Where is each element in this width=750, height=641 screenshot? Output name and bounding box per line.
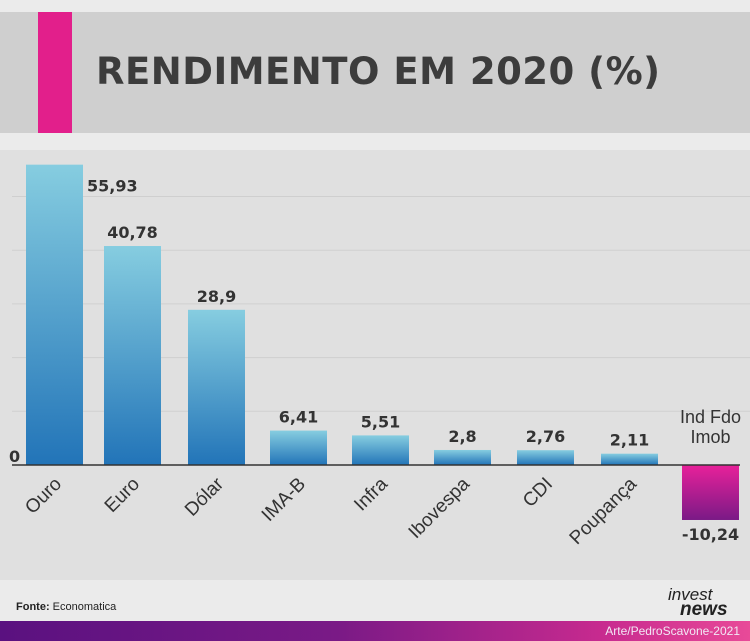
bar-dólar	[188, 309, 245, 465]
value-label: 40,78	[107, 223, 158, 242]
bar-chart: 55,93 40,78 28,9 6,41 5,51 2,8 2,76 2,11 -10,24 0…	[9, 164, 750, 549]
value-label: 6,41	[279, 408, 318, 427]
category-label: Ind Fdo Imob	[680, 407, 741, 447]
category-label: Ibovespa	[405, 473, 475, 543]
value-label: 55,93	[87, 177, 138, 196]
accent-stripe	[38, 12, 72, 133]
credit-bar: Arte/PedroScavone-2021	[0, 621, 750, 641]
logo-text-bottom: news	[680, 599, 728, 620]
source-label: Fonte:	[16, 601, 50, 613]
category-label: IMA-B	[258, 474, 310, 526]
category-label: Euro	[101, 474, 144, 517]
footer: Fonte: Economatica invest news	[0, 580, 750, 621]
category-label: Ouro	[21, 474, 66, 519]
zero-tick-label: 0	[9, 447, 20, 466]
value-label: 2,11	[610, 431, 649, 450]
bar-euro	[104, 246, 161, 465]
category-label: Poupança	[566, 473, 642, 549]
category-label: Infra	[350, 473, 392, 515]
source-note: Fonte: Economatica	[16, 601, 116, 613]
category-label: CDI	[519, 474, 557, 512]
chart-area: 55,93 40,78 28,9 6,41 5,51 2,8 2,76 2,11 -10,24 0…	[0, 150, 750, 580]
value-label: 5,51	[361, 412, 400, 431]
art-credit: Arte/PedroScavone-2021	[605, 624, 740, 638]
category-label: Dólar	[181, 473, 228, 520]
bar-ind-fdo-imob	[682, 465, 739, 520]
source-value: Economatica	[52, 601, 117, 613]
bar-ouro	[26, 164, 83, 466]
value-label: 28,9	[197, 287, 236, 306]
header-band: RENDIMENTO EM 2020 (%)	[0, 12, 750, 133]
value-label: 2,8	[448, 427, 476, 446]
chart-title: RENDIMENTO EM 2020 (%)	[96, 50, 661, 93]
bar-ibovespa	[434, 449, 491, 465]
bar-infra	[352, 435, 409, 465]
bar-poupança	[601, 453, 658, 465]
logo-text-top: invest	[668, 585, 713, 604]
bar-cdi	[517, 450, 574, 465]
bar-ima-b	[270, 430, 327, 465]
value-label: -10,24	[682, 525, 739, 544]
value-label: 2,76	[526, 427, 565, 446]
investnews-logo: invest news	[668, 586, 740, 622]
